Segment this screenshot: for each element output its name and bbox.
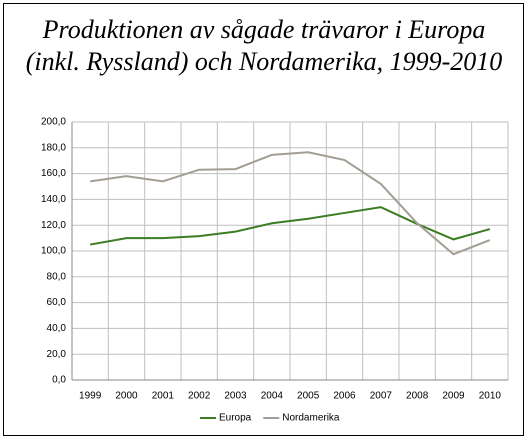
x-tick-label: 2008 xyxy=(406,391,429,402)
x-tick-label: 2002 xyxy=(188,391,211,402)
y-tick-label: 100,0 xyxy=(41,246,66,257)
x-tick-label: 2010 xyxy=(479,391,502,402)
x-tick-label: 2005 xyxy=(297,391,320,402)
x-tick-label: 2003 xyxy=(224,391,247,402)
x-tick-label: 2000 xyxy=(115,391,138,402)
chart-title: Produktionen av sågade trävaror i Europa… xyxy=(25,15,503,76)
y-tick-label: 60,0 xyxy=(47,297,67,308)
x-tick-label: 2001 xyxy=(152,391,175,402)
y-tick-label: 160,0 xyxy=(41,168,66,179)
y-tick-label: 0,0 xyxy=(52,375,66,386)
y-tick-label: 20,0 xyxy=(47,349,67,360)
x-tick-label: 1999 xyxy=(79,391,102,402)
legend-label: Europa xyxy=(219,413,252,424)
y-tick-label: 180,0 xyxy=(41,142,66,153)
y-tick-label: 120,0 xyxy=(41,220,66,231)
x-tick-label: 2007 xyxy=(370,391,393,402)
chart-border xyxy=(3,3,524,436)
y-tick-label: 80,0 xyxy=(47,271,67,282)
series-line xyxy=(90,151,491,256)
y-tick-label: 200,0 xyxy=(41,117,66,128)
legend-label: Nordamerika xyxy=(282,413,340,424)
y-tick-label: 40,0 xyxy=(47,323,67,334)
x-tick-label: 2004 xyxy=(261,391,284,402)
x-tick-label: 2006 xyxy=(333,391,356,402)
y-tick-label: 140,0 xyxy=(41,194,66,205)
series-line xyxy=(89,206,491,246)
x-tick-label: 2009 xyxy=(442,391,465,402)
